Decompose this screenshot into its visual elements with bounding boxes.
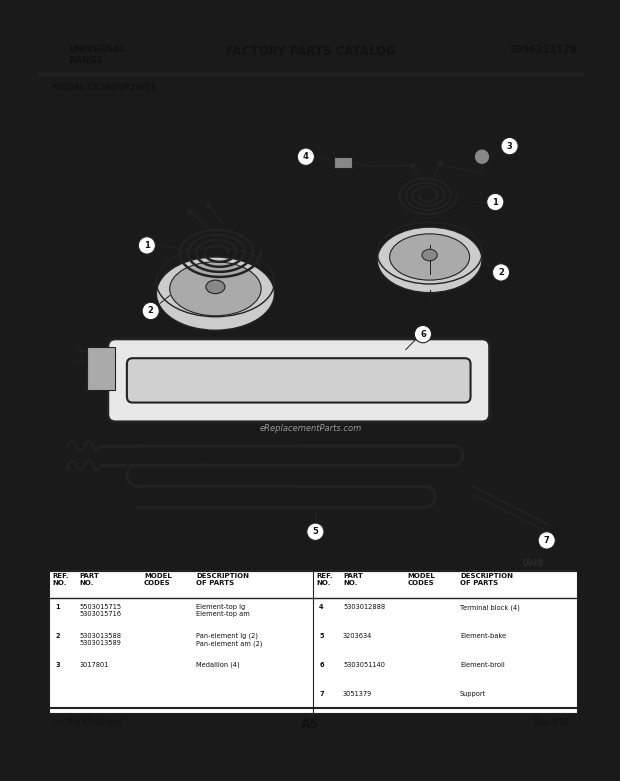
Ellipse shape	[389, 234, 469, 280]
Text: 5995223178: 5995223178	[510, 45, 577, 55]
Text: RANGE: RANGE	[68, 56, 103, 66]
Text: 5: 5	[319, 633, 324, 639]
Text: A5: A5	[301, 718, 320, 731]
Text: 5303013588
5303013589: 5303013588 5303013589	[79, 633, 122, 646]
Circle shape	[138, 237, 156, 254]
Text: eReplacementParts.com: eReplacementParts.com	[260, 424, 361, 433]
Circle shape	[492, 264, 510, 281]
Text: 3051379: 3051379	[343, 690, 372, 697]
Text: 3: 3	[55, 662, 60, 668]
Circle shape	[487, 194, 504, 211]
Circle shape	[414, 326, 432, 343]
Text: REF.
NO.: REF. NO.	[53, 573, 69, 587]
Text: Rev. 8/92: Rev. 8/92	[534, 718, 570, 727]
Ellipse shape	[422, 249, 437, 261]
Text: 1: 1	[55, 604, 60, 610]
Text: Pan-element lg (2)
Pan-element am (2): Pan-element lg (2) Pan-element am (2)	[197, 633, 263, 647]
FancyBboxPatch shape	[127, 358, 471, 402]
Text: DESCRIPTION
OF PARTS: DESCRIPTION OF PARTS	[197, 573, 249, 587]
Text: 2: 2	[55, 633, 60, 639]
Text: 5303012888: 5303012888	[343, 604, 385, 610]
Bar	[87, 347, 115, 390]
Text: 1: 1	[144, 241, 150, 250]
Text: Medallion (4): Medallion (4)	[197, 662, 240, 669]
Text: DESCRIPTION
OF PARTS: DESCRIPTION OF PARTS	[460, 573, 513, 587]
Text: 6: 6	[319, 662, 324, 668]
Text: 5: 5	[312, 527, 318, 537]
Bar	[49, 571, 577, 713]
Text: 2: 2	[148, 306, 154, 316]
Text: REF.
NO.: REF. NO.	[316, 573, 333, 587]
Text: 7: 7	[544, 536, 549, 545]
Text: PART
NO.: PART NO.	[343, 573, 363, 587]
Text: 4: 4	[319, 604, 324, 610]
Text: MODEL
CODES: MODEL CODES	[144, 573, 172, 587]
Text: FACTORY PARTS CATALOG: FACTORY PARTS CATALOG	[226, 45, 396, 58]
Ellipse shape	[474, 149, 490, 165]
Ellipse shape	[206, 280, 225, 294]
Text: Terminal block (4): Terminal block (4)	[460, 604, 520, 611]
Circle shape	[298, 148, 314, 166]
Text: UNIVERSAL: UNIVERSAL	[68, 45, 125, 54]
Ellipse shape	[156, 257, 275, 330]
Text: 3: 3	[507, 141, 513, 151]
Circle shape	[538, 532, 556, 549]
Text: PART
NO.: PART NO.	[79, 573, 99, 587]
Text: 5303051140: 5303051140	[343, 662, 385, 668]
Text: 0948: 0948	[523, 558, 544, 568]
Text: 1: 1	[492, 198, 498, 206]
FancyBboxPatch shape	[108, 339, 490, 422]
Circle shape	[142, 302, 159, 319]
Text: 4: 4	[303, 152, 309, 161]
Text: MODEL
CODES: MODEL CODES	[408, 573, 435, 587]
Text: Element-top lg
Element-top am: Element-top lg Element-top am	[197, 604, 250, 617]
Text: Element-broil: Element-broil	[460, 662, 505, 668]
Bar	[334, 157, 352, 168]
Circle shape	[307, 523, 324, 540]
Text: 7: 7	[319, 690, 324, 697]
Text: MODEL CE303VP2W01: MODEL CE303VP2W01	[51, 84, 156, 92]
Text: Element-bake: Element-bake	[460, 633, 506, 639]
Text: 3017801: 3017801	[79, 662, 108, 668]
Text: 2: 2	[498, 268, 504, 277]
Text: 6: 6	[420, 330, 426, 339]
Circle shape	[501, 137, 518, 155]
Text: Support: Support	[460, 690, 486, 697]
Text: 3203634: 3203634	[343, 633, 373, 639]
Ellipse shape	[377, 227, 482, 293]
Ellipse shape	[170, 262, 261, 316]
Text: * = Not Illustrated: * = Not Illustrated	[51, 718, 122, 727]
Text: 5503015715
5303015716: 5503015715 5303015716	[79, 604, 122, 617]
